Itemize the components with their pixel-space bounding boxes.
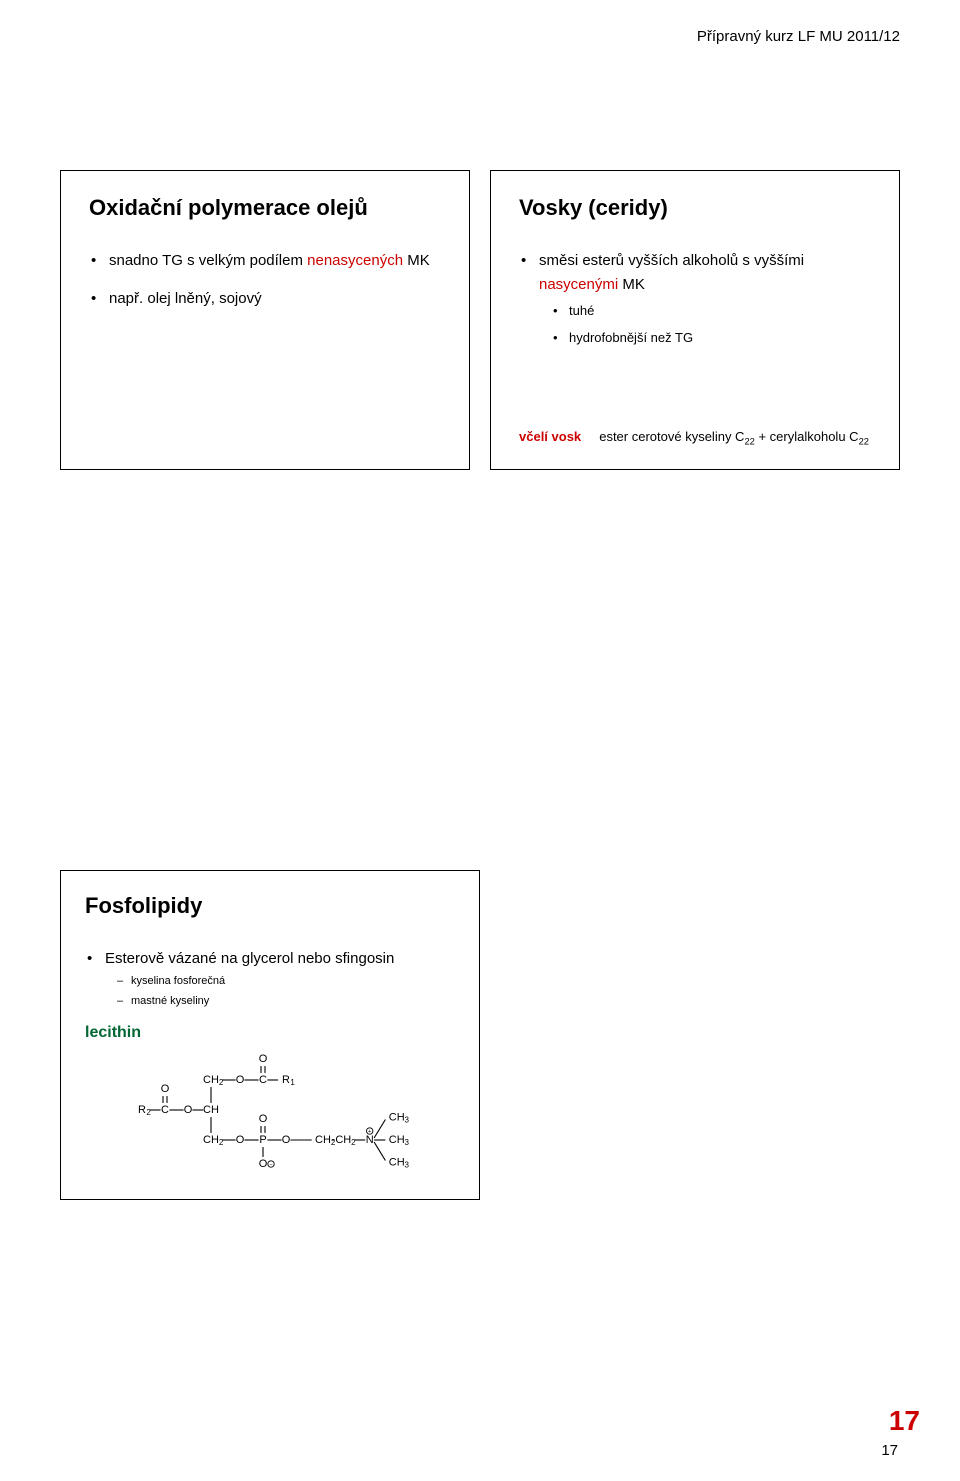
text: směsi esterů vyšších alkoholů s vyššími xyxy=(539,252,804,269)
svg-text:CH: CH xyxy=(389,1157,405,1169)
list-item: kyselina fosforečná xyxy=(105,973,455,991)
box-phospholipids: Fosfolipidy Esterově vázané na glycerol … xyxy=(60,870,480,1200)
course-header: Přípravný kurz LF MU 2011/12 xyxy=(697,28,900,45)
box-waxes: Vosky (ceridy) směsi esterů vyšších alko… xyxy=(490,170,900,470)
list-item: mastné kyseliny xyxy=(105,993,455,1011)
list-item: směsi esterů vyšších alkoholů s vyššími … xyxy=(519,249,871,349)
list-item: tuhé xyxy=(539,301,871,322)
box-waxes-title: Vosky (ceridy) xyxy=(519,195,871,221)
emphasis: nenasycených xyxy=(307,252,403,269)
svg-text:CH: CH xyxy=(203,1134,219,1146)
box-oxidation: Oxidační polymerace olejů snadno TG s ve… xyxy=(60,170,470,470)
text: MK xyxy=(618,276,645,293)
lecithin-subtitle: lecithin xyxy=(85,1024,455,1042)
emphasis: nasycenými xyxy=(539,276,618,293)
svg-text:R: R xyxy=(282,1074,290,1086)
beeswax-example: včelí vosk ester cerotové kyseliny C22 +… xyxy=(519,429,877,447)
svg-text:O: O xyxy=(259,1113,268,1125)
svg-text:O: O xyxy=(184,1104,193,1116)
dash-list: kyselina fosforečná mastné kyseliny xyxy=(105,973,455,1010)
svg-text:O: O xyxy=(282,1134,291,1146)
box-phospholipids-title: Fosfolipidy xyxy=(85,893,455,919)
svg-text:3: 3 xyxy=(405,1161,410,1170)
svg-text:CH: CH xyxy=(203,1104,219,1116)
list-item: např. olej lněný, sojový xyxy=(89,287,441,311)
svg-text:P: P xyxy=(259,1134,266,1146)
svg-text:O: O xyxy=(236,1134,245,1146)
subscript: 22 xyxy=(744,437,754,447)
box-oxidation-title: Oxidační polymerace olejů xyxy=(89,195,441,221)
list-item: Esterově vázané na glycerol nebo sfingos… xyxy=(85,947,455,1010)
svg-text:N: N xyxy=(366,1134,374,1146)
svg-text:3: 3 xyxy=(405,1116,410,1125)
svg-text:1: 1 xyxy=(290,1078,295,1087)
page-number-black: 17 xyxy=(881,1442,898,1459)
svg-text:C: C xyxy=(161,1104,169,1116)
svg-text:CH: CH xyxy=(389,1112,405,1124)
text: + cerylalkoholu C xyxy=(755,429,859,444)
list-item: hydrofobnější než TG xyxy=(539,328,871,349)
text: MK xyxy=(403,252,430,269)
text: snadno TG s velkým podílem xyxy=(109,252,307,269)
example-label: včelí vosk xyxy=(519,429,581,444)
svg-text:CH: CH xyxy=(203,1074,219,1086)
subscript: 22 xyxy=(859,437,869,447)
top-row: Oxidační polymerace olejů snadno TG s ve… xyxy=(60,170,900,470)
lecithin-structure: CH2OCOR1CHOCOR2CH2OPOOCH2CH2NCH3CH3CH3O+… xyxy=(115,1052,455,1177)
lecithin-svg: CH2OCOR1CHOCOR2CH2OPOOCH2CH2NCH3CH3CH3O+… xyxy=(115,1052,475,1172)
svg-text:O: O xyxy=(259,1158,268,1170)
box-waxes-list: směsi esterů vyšších alkoholů s vyššími … xyxy=(519,249,871,349)
svg-text:O: O xyxy=(259,1053,268,1065)
page-number-red: 17 xyxy=(889,1405,920,1437)
sub-list: tuhé hydrofobnější než TG xyxy=(539,301,871,349)
svg-text:O: O xyxy=(161,1083,170,1095)
svg-text:O: O xyxy=(236,1074,245,1086)
svg-text:CH: CH xyxy=(335,1134,351,1146)
svg-text:CH: CH xyxy=(389,1134,405,1146)
box-oxidation-list: snadno TG s velkým podílem nenasycených … xyxy=(89,249,441,311)
phospholipids-list: Esterově vázané na glycerol nebo sfingos… xyxy=(85,947,455,1010)
svg-text:3: 3 xyxy=(405,1138,410,1147)
svg-text:C: C xyxy=(259,1074,267,1086)
page: Přípravný kurz LF MU 2011/12 Oxidační po… xyxy=(0,0,960,1481)
svg-text:CH: CH xyxy=(315,1134,331,1146)
text: ester cerotové kyseliny C xyxy=(599,429,744,444)
list-item: snadno TG s velkým podílem nenasycených … xyxy=(89,249,441,273)
text: Esterově vázané na glycerol nebo sfingos… xyxy=(105,950,394,967)
svg-text:R: R xyxy=(138,1104,146,1116)
